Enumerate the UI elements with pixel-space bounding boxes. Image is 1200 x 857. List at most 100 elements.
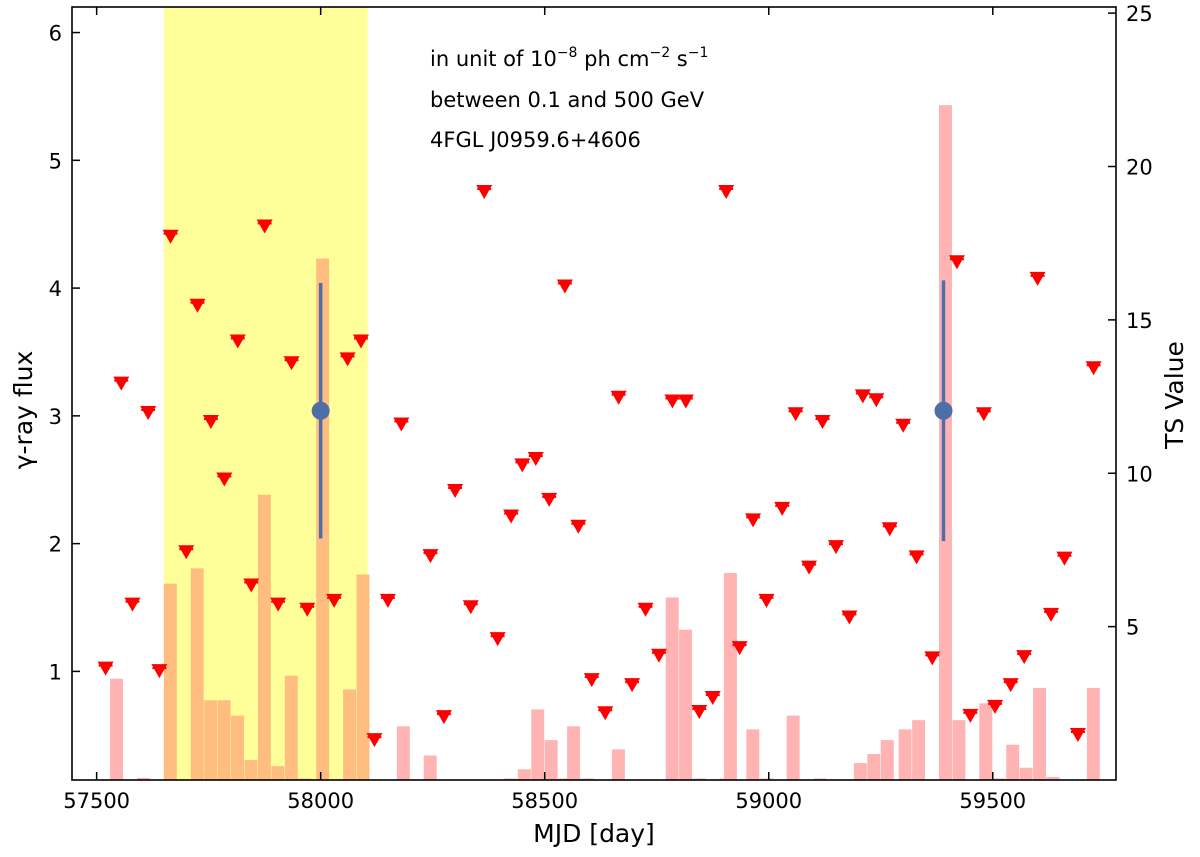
ts-bar [898,729,912,780]
upper-limit-marker [597,706,614,721]
ts-bar [611,749,625,780]
annotation-unit-mid: ph cm [577,47,649,71]
upper-limit-marker [1056,551,1073,566]
ts-bar [1019,767,1033,780]
flux-point-layer [97,184,1102,748]
upper-limit-marker [664,394,681,409]
upper-limit-marker [489,632,506,647]
y-axis-left-title: γ-ray flux [9,351,38,470]
upper-limit-marker [556,279,573,294]
upper-limit-marker [841,610,858,625]
ts-bar [316,258,330,780]
ts-bar [665,597,679,780]
y-right-tick-label: 20 [1126,156,1153,180]
upper-limit-marker [447,483,464,498]
y-right-tick-label: 15 [1126,309,1153,333]
ts-bar [204,700,218,780]
ts-bar [544,740,558,780]
upper-limit-marker [514,458,531,473]
annotation-unit: in unit of 10−8 ph cm−2 s−1 [430,45,708,71]
upper-limit-marker [1002,678,1019,693]
ts-bar [110,678,124,780]
upper-limit-marker [435,710,452,725]
x-tick-label: 57500 [63,789,130,813]
ts-bar [952,720,966,780]
x-tick-label: 58000 [287,789,354,813]
y-axis-right-title: TS Value [1160,341,1189,450]
ts-bar [396,726,410,780]
y-right-tick-label: 25 [1126,2,1153,26]
upper-limit-marker [1029,271,1046,286]
ts-bar [567,726,581,780]
upper-limit-marker [1016,650,1033,665]
upper-limit-marker [774,501,791,516]
y-left-tick-label: 5 [49,149,62,173]
ts-bar [284,675,298,780]
ts-bar [679,629,693,780]
axis-tick-layer: 57500 58000 58500 59000 59500 1 2 3 4 5 6 5 10 15 20 25 [49,2,1153,813]
annotation-unit-mid2: s [670,47,688,71]
ts-bar [979,703,993,780]
y-left-tick-label: 1 [49,660,62,684]
ts-bar [1033,687,1047,780]
x-tick-label: 59500 [959,789,1026,813]
ts-bar [531,709,545,780]
upper-limit-marker [908,550,925,565]
ts-bar [343,689,357,780]
ts-bar [136,777,150,780]
y-left-tick-label: 3 [49,405,62,429]
ts-bar [723,572,737,780]
upper-limit-marker [503,509,520,524]
upper-limit-marker [677,394,694,409]
upper-limit-marker [1069,728,1086,743]
upper-limit-marker [1043,607,1060,622]
upper-limit-marker [570,519,587,534]
upper-limit-marker [583,673,600,688]
y-left-tick-label: 6 [49,22,62,46]
upper-limit-marker [895,418,912,433]
upper-limit-marker [718,184,735,199]
annotation-unit-exp2: −2 [649,45,670,61]
ts-bar [257,494,271,780]
upper-limit-marker [924,651,941,666]
upper-limit-marker [140,406,157,421]
upper-limit-marker [393,417,410,432]
annotation-unit-prefix: in unit of 10 [430,47,557,71]
plot-frame [71,6,1117,781]
upper-limit-marker [541,492,558,507]
ts-bar [786,715,800,780]
ts-bar [356,574,370,780]
annotation-unit-exp3: −1 [688,45,709,61]
upper-limit-marker [691,705,708,720]
x-tick-label: 58500 [511,789,578,813]
detection-point [934,401,953,420]
upper-limit-marker [854,389,871,404]
ts-bar [231,715,245,780]
upper-limit-marker [624,678,641,693]
upper-limit-marker [814,414,831,429]
upper-limit-marker [975,407,992,422]
annotation-source: 4FGL J0959.6+4606 [430,128,641,152]
annotation-unit-exp1: −8 [557,45,578,61]
upper-limit-marker [476,184,493,199]
upper-limit-marker [868,393,885,408]
ts-bar-layer [110,105,1100,780]
upper-limit-marker [124,597,141,612]
annotation-energy-range: between 0.1 and 500 GeV [430,88,705,112]
upper-limit-marker [1085,361,1102,376]
upper-limit-marker [758,593,775,608]
ts-bar [1046,776,1060,780]
y-left-tick-label: 2 [49,533,62,557]
upper-limit-marker [881,522,898,537]
ts-bar [912,720,926,780]
x-axis-title: MJD [day] [533,819,655,848]
y-right-tick-label: 10 [1126,462,1153,486]
upper-limit-marker [704,690,721,705]
ts-bar [1086,687,1100,780]
upper-limit-marker [379,593,396,608]
ts-bar [271,766,285,780]
upper-limit-marker [610,390,627,405]
ts-bar [423,755,437,780]
upper-limit-marker [637,602,654,617]
